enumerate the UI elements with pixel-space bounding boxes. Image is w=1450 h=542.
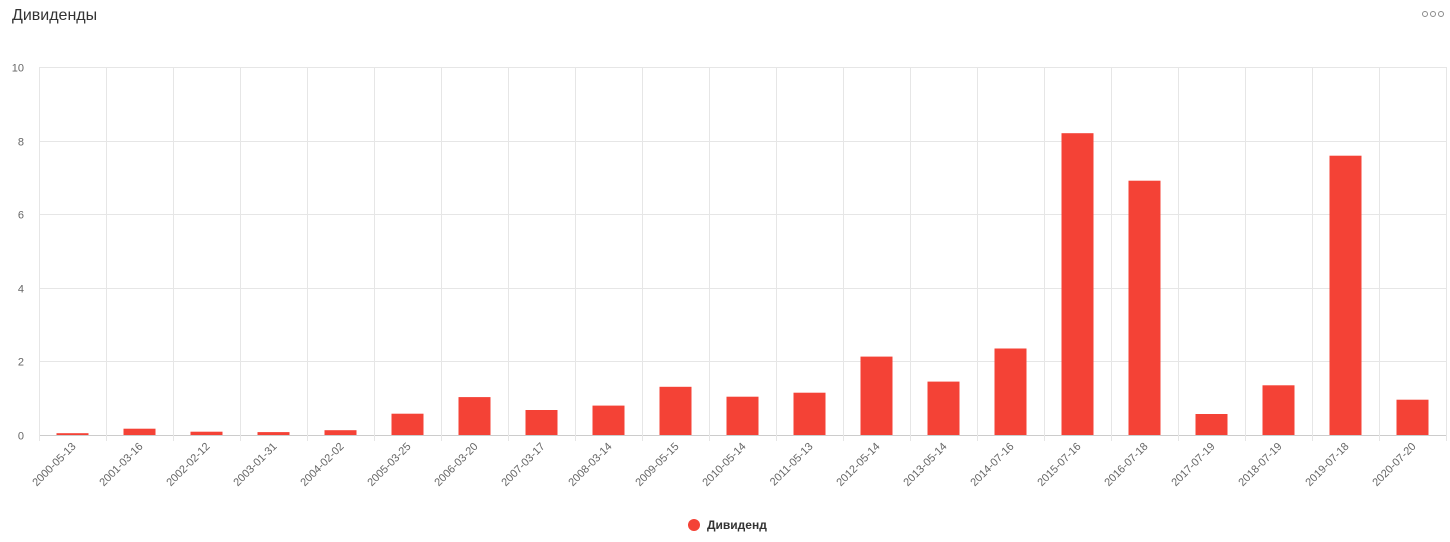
bar[interactable] [123,428,156,435]
x-tick-label: 2013-05-14 [901,441,949,489]
y-tick-label: 4 [18,284,24,296]
x-tick-label: 2007-03-17 [499,441,547,489]
x-tick-label: 2010-05-14 [700,441,748,489]
x-tick-label: 2019-07-18 [1303,441,1351,489]
bar[interactable] [190,431,223,435]
menu-dot [1438,11,1444,17]
bar[interactable] [1061,133,1094,435]
x-tick-label: 2018-07-19 [1236,441,1284,489]
bar[interactable] [592,405,625,435]
x-tick-label: 2011-05-13 [768,441,816,489]
bar[interactable] [659,386,692,435]
bar[interactable] [257,432,290,435]
x-tick-label: 2009-05-15 [633,441,681,489]
legend-label: Дивиденд [707,518,767,532]
more-options-icon[interactable] [1422,6,1444,22]
x-tick-label: 2005-03-25 [365,441,413,489]
x-tick-label: 2015-07-16 [1035,441,1083,489]
y-tick-label: 2 [18,357,24,369]
bar[interactable] [1262,385,1295,435]
x-tick-label: 2001-03-16 [97,441,145,489]
y-tick-label: 0 [18,431,24,443]
x-tick-label: 2004-02-02 [298,441,346,489]
x-tick-label: 2002-02-12 [164,441,212,489]
bar[interactable] [56,433,89,435]
bar[interactable] [1195,414,1228,435]
x-tick-label: 2000-05-13 [30,441,78,489]
x-tick-label: 2003-01-31 [231,441,279,489]
legend-item-dividend[interactable]: Дивиденд [688,518,767,532]
bar[interactable] [324,430,357,435]
x-tick-label: 2012-05-14 [834,441,882,489]
x-tick-label: 2014-07-16 [968,441,1016,489]
bar[interactable] [458,397,491,435]
bar[interactable] [1329,155,1362,435]
x-tick-label: 2017-07-19 [1169,441,1217,489]
legend-marker-icon [688,519,700,531]
x-tick-label: 2006-03-20 [432,441,480,489]
menu-dot [1422,11,1428,17]
bar[interactable] [1396,399,1429,435]
bar[interactable] [860,356,893,435]
menu-dot [1430,11,1436,17]
bar[interactable] [1128,180,1161,435]
bar[interactable] [726,396,759,435]
chart-title: Дивиденды [12,7,98,24]
x-tick-label: 2016-07-18 [1102,441,1150,489]
bar[interactable] [994,348,1027,436]
x-tick-label: 2008-03-14 [566,441,614,489]
y-tick-label: 6 [18,210,24,222]
bar[interactable] [391,413,424,435]
bar[interactable] [525,410,558,435]
bar[interactable] [927,381,960,435]
y-tick-label: 10 [12,63,24,75]
bar[interactable] [793,392,826,435]
x-tick-label: 2020-07-20 [1370,441,1418,489]
y-tick-label: 8 [18,137,24,149]
